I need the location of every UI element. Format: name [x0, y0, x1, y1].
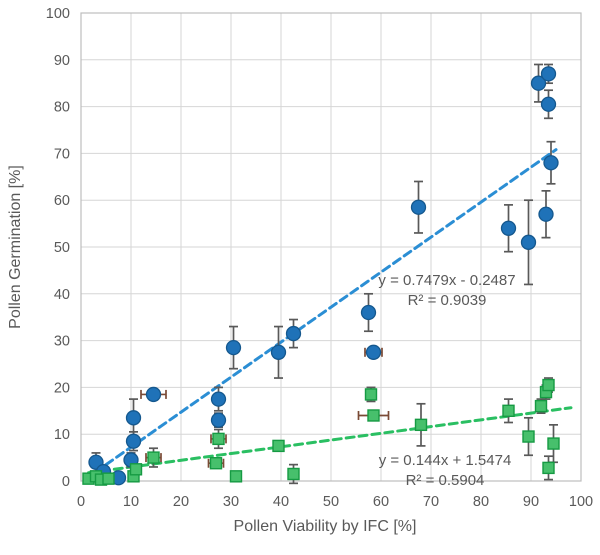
- blue-trend-equation: y = 0.7479x - 0.2487: [378, 272, 516, 289]
- x-tick-label: 30: [223, 494, 239, 510]
- y-axis-title: Pollen Germination [%]: [7, 165, 24, 329]
- y-tick-label: 30: [54, 334, 70, 350]
- x-tick-label: 40: [273, 494, 289, 510]
- blue-data-point: [538, 206, 554, 222]
- y-tick-label: 60: [54, 193, 70, 209]
- x-axis-title: Pollen Viability by IFC [%]: [233, 518, 417, 535]
- blue-trend-r2: R² = 0.9039: [407, 292, 487, 309]
- x-tick-label: 100: [569, 494, 593, 510]
- green-data-point: [229, 470, 243, 483]
- blue-data-point: [270, 344, 287, 360]
- x-tick-label: 10: [123, 494, 139, 510]
- blue-data-point: [210, 391, 227, 407]
- x-tick-label: 20: [173, 494, 189, 510]
- blue-data-point: [225, 339, 242, 356]
- blue-data-point: [125, 410, 142, 426]
- y-tick-label: 10: [54, 427, 70, 443]
- blue-data-point: [145, 386, 162, 403]
- x-tick-label: 90: [523, 494, 539, 510]
- y-tick-label: 100: [46, 6, 70, 22]
- plot-border: [80, 12, 582, 482]
- green-trendline: [87, 406, 573, 475]
- x-tick-label: 80: [473, 494, 489, 510]
- x-tick-label: 60: [373, 494, 389, 510]
- green-data-point: [287, 467, 300, 481]
- blue-data-point: [410, 199, 427, 215]
- blue-data-point: [543, 155, 559, 171]
- green-data-point: [414, 418, 428, 432]
- green-trend-r2: R² = 0.5904: [405, 472, 485, 489]
- x-tick-label: 50: [323, 494, 339, 510]
- green-data-point: [534, 399, 548, 413]
- green-data-point: [547, 437, 560, 450]
- green-data-point: [542, 461, 555, 475]
- y-tick-label: 0: [62, 474, 70, 490]
- y-tick-label: 70: [54, 146, 70, 162]
- green-data-point: [129, 463, 143, 476]
- y-tick-label: 80: [54, 100, 70, 116]
- blue-data-point: [210, 412, 227, 428]
- y-tick-label: 50: [54, 240, 70, 256]
- green-data-point: [367, 409, 380, 422]
- green-data-point: [147, 451, 160, 464]
- green-data-point: [502, 404, 515, 417]
- green-data-point: [522, 430, 535, 443]
- green-trend-annotation: y = 0.144x + 1.5474 R² = 0.5904: [340, 451, 550, 491]
- green-data-point: [272, 439, 285, 453]
- blue-data-point: [125, 433, 142, 449]
- x-tick-label: 70: [423, 494, 439, 510]
- y-tick-label: 90: [54, 53, 70, 69]
- blue-trend-annotation: y = 0.7479x - 0.2487 R² = 0.9039: [342, 271, 552, 311]
- blue-data-point: [365, 344, 382, 360]
- green-data-point: [209, 457, 223, 470]
- blue-data-point: [540, 66, 557, 82]
- green-trend-equation: y = 0.144x + 1.5474: [378, 452, 512, 469]
- blue-trendline: [104, 148, 558, 467]
- green-data-point: [212, 432, 225, 446]
- blue-data-point: [500, 220, 517, 236]
- x-tick-label: 0: [77, 494, 85, 510]
- blue-data-point: [520, 234, 537, 250]
- blue-data-point: [540, 96, 557, 112]
- y-tick-label: 20: [54, 380, 70, 396]
- blue-data-point: [530, 75, 547, 91]
- blue-data-point: [360, 304, 377, 321]
- y-tick-label: 40: [54, 287, 70, 303]
- green-data-point: [542, 378, 555, 392]
- green-data-point: [102, 472, 115, 485]
- green-data-point: [364, 388, 378, 401]
- blue-data-point: [285, 325, 302, 342]
